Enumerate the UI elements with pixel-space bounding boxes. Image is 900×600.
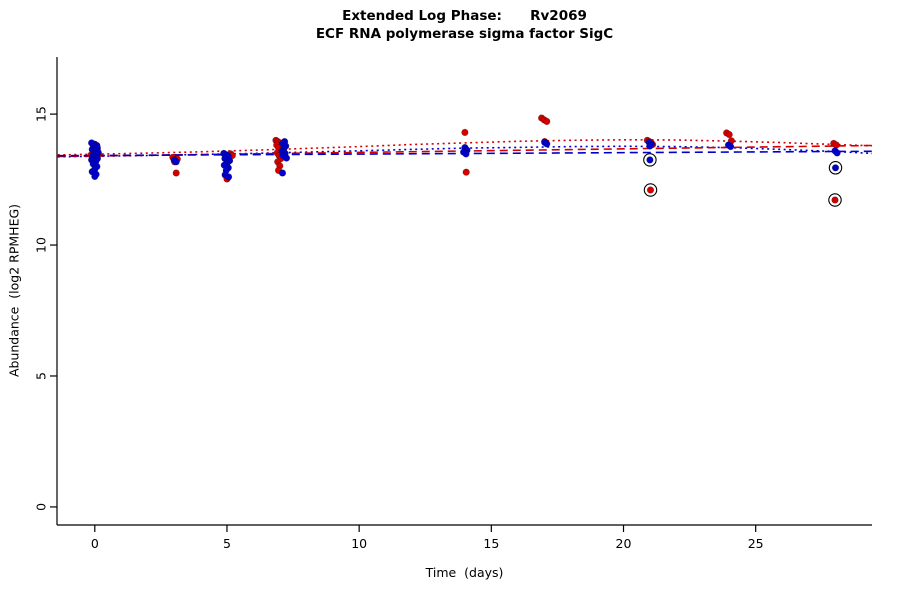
blue-data-point	[282, 154, 291, 162]
x-tick-label: 5	[223, 536, 231, 551]
chart-title-block: Extended Log Phase: Rv2069 ECF RNA polym…	[57, 7, 872, 43]
outlier-ring	[828, 161, 843, 175]
chart-title: Extended Log Phase: Rv2069	[342, 8, 587, 24]
x-tick-label: 10	[351, 536, 367, 551]
red-data-point	[646, 186, 655, 194]
blue-data-point	[646, 142, 654, 150]
red-data-point	[831, 196, 839, 204]
red-data-point	[832, 141, 840, 149]
outlier-ring	[828, 193, 842, 207]
y-tick-label: 0	[34, 503, 49, 511]
blue-data-point	[172, 158, 180, 166]
blue-data-point	[726, 143, 735, 151]
x-tick-label: 25	[748, 536, 764, 551]
outlier-ring	[643, 183, 658, 197]
x-tick-label: 15	[483, 536, 499, 551]
blue-data-point	[278, 169, 287, 177]
blue-data-point	[543, 140, 551, 148]
outlier-ring	[643, 153, 657, 167]
trend-line-red-loess	[57, 138, 873, 156]
red-data-point	[172, 169, 180, 177]
blue-data-point	[91, 172, 99, 180]
red-data-point	[462, 168, 470, 176]
y-tick-label: 15	[34, 106, 49, 122]
red-data-point	[543, 117, 551, 125]
x-tick-label: 0	[91, 536, 99, 551]
blue-data-point	[462, 150, 470, 158]
blue-data-point	[831, 164, 840, 172]
y-tick-label: 10	[34, 237, 49, 253]
chart-subtitle: ECF RNA polymerase sigma factor SigC	[315, 26, 614, 42]
red-data-point	[725, 130, 733, 139]
blue-data-point	[225, 173, 233, 181]
blue-data-point	[646, 156, 654, 164]
red-data-point	[461, 128, 469, 136]
y-tick-label: 5	[34, 372, 49, 380]
x-tick-label: 20	[616, 536, 632, 551]
x-axis-label: Time (days)	[425, 565, 504, 580]
blue-data-point	[833, 149, 841, 157]
